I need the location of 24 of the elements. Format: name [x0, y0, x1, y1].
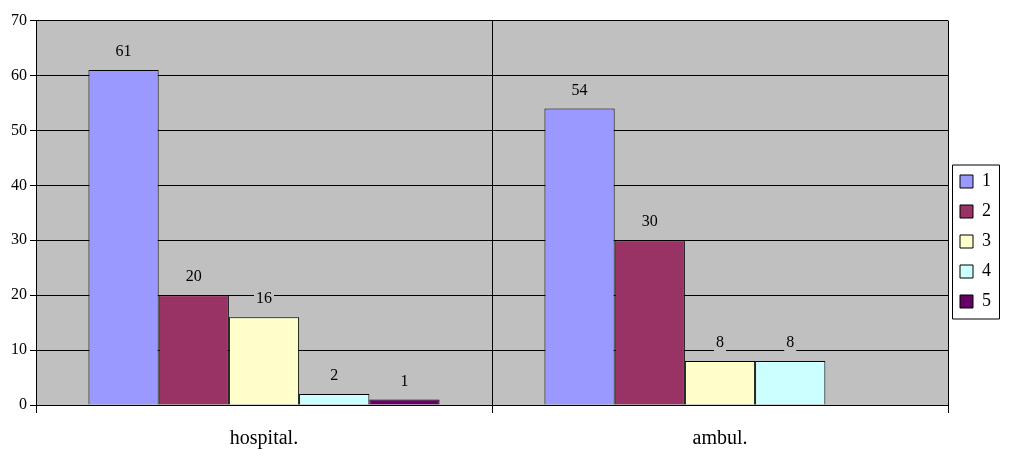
legend-label: 4	[982, 260, 991, 281]
x-tick-label: hospital.	[229, 426, 299, 450]
y-tick-label: 40	[11, 175, 27, 193]
data-label: 8	[716, 333, 724, 351]
data-label: 2	[330, 366, 339, 384]
data-label: 16	[256, 289, 272, 307]
y-tick-label: 10	[11, 340, 27, 358]
legend-label: 3	[982, 230, 991, 251]
legend-label: 5	[982, 290, 991, 311]
data-label: 8	[786, 333, 795, 351]
y-tick-label: 50	[11, 120, 27, 138]
y-tick-label: 0	[19, 395, 27, 413]
data-label: 20	[185, 267, 202, 285]
data-label: 54	[571, 80, 588, 98]
data-label: 1	[400, 371, 409, 389]
data-label: 61	[115, 42, 132, 60]
x-tick-label: ambul.	[692, 426, 748, 449]
data-label: 30	[641, 212, 658, 230]
y-tick-label: 60	[11, 65, 27, 83]
y-tick-label: 20	[11, 285, 27, 303]
legend-label: 1	[982, 170, 991, 191]
y-tick-label: 30	[11, 230, 27, 248]
legend-label: 2	[982, 200, 991, 221]
y-tick-label: 70	[11, 10, 27, 28]
